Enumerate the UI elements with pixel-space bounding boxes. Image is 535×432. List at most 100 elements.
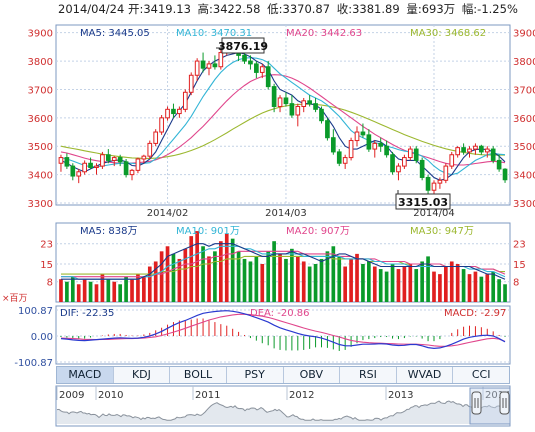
candle [461,143,466,155]
candle [283,92,289,107]
candle [307,95,312,107]
macd-y-tick: 0.00 [31,332,53,343]
candle-body [277,97,283,107]
volume-unit: ×百万 [2,293,28,304]
candle-body [295,105,301,116]
volume-bar [165,246,170,302]
candle-body [419,159,425,178]
volume-bar [396,269,401,302]
candle-body [325,120,330,139]
candle-body [479,145,484,153]
volume-ma-legend-item: MA5: 838万 [80,226,137,237]
header-date: 2014/04/24 [58,2,124,16]
tab-kdj[interactable]: KDJ [114,367,171,383]
volume-bar [503,284,507,302]
tab-macd[interactable]: MACD [57,367,114,383]
candle [402,154,407,169]
volume-bar [260,264,265,302]
price-ma-legend-item: MA10: 3470.31 [176,28,252,39]
header-volume: 量:693万 [406,2,455,16]
candle [100,151,105,169]
overview-year-label: 2014 [485,390,510,401]
price-panel-frame [55,24,511,206]
volume-bar [402,266,407,302]
price-ma10-line [60,57,506,176]
candle-body [360,131,366,136]
candle [123,159,129,178]
candle-body [70,165,76,177]
candle [76,168,82,184]
candle-body [248,60,253,65]
candle-body [117,157,123,163]
volume-bar [159,251,164,302]
candle [390,151,395,175]
price-y-tick-right: 3700 [513,85,535,96]
candle-body [378,142,384,147]
candle [396,163,401,181]
candle-body [283,97,289,105]
candle [473,143,478,155]
overview-mini-chart[interactable] [56,400,510,424]
volume-bar [295,256,300,302]
volume-bar [242,258,247,302]
price-ma-legend-item: MA30: 3468.62 [410,28,486,39]
tab-rsi[interactable]: RSI [340,367,397,383]
price-ma-legend-item: MA20: 3442.63 [286,28,362,39]
tab-cci[interactable]: CCI [471,368,491,381]
candle-body [431,182,437,191]
volume-moving-averages [61,243,506,280]
overview-year-axis: 2009 2010 2011 2012 2013 2014 [56,386,510,401]
candle [194,58,200,81]
candle-body [88,162,93,169]
candle-body [206,63,212,69]
candle [366,129,372,152]
price-y-tick-right: 3500 [513,142,535,153]
candle-body [123,161,129,176]
tab-obv[interactable]: OBV [284,367,341,383]
volume-bar [367,261,371,302]
tab-wvad[interactable]: WVAD [397,367,454,383]
candle-body [259,66,265,73]
price-x-tick: 2014/04 [413,208,455,219]
candle-body [289,103,295,116]
volume-bar [100,274,105,302]
candle [111,156,117,167]
candle [147,140,153,159]
candle-body [384,145,389,156]
volume-bar [65,281,69,302]
volume-bar [426,256,430,302]
tab-boll[interactable]: BOLL [170,367,227,383]
volume-bar [355,253,359,302]
candle-body [218,52,224,68]
candle [496,154,502,172]
candle [200,52,206,73]
candle [188,72,194,96]
candle-body [319,108,324,122]
candle [437,177,443,189]
overview-left-handle[interactable] [471,391,482,415]
candle [479,144,484,155]
overview-right-handle[interactable] [499,391,510,415]
candle [443,163,449,184]
candle-body [194,60,200,76]
volume-bar [201,246,205,302]
volume-bar [438,274,442,302]
volume-bar [443,266,448,302]
volume-bar [414,269,419,302]
volume-bar [142,276,146,302]
volume-bar [284,258,288,302]
overview-year-label: 2012 [289,390,314,401]
volume-bar [485,274,490,302]
candle [354,126,360,147]
volume-y-tick-right: 23 [513,240,526,251]
candle-body [390,154,395,173]
volume-bar [479,276,484,302]
volume-bar [136,274,140,302]
overview-year-label: 2010 [98,390,123,401]
candle [254,61,259,79]
tab-psy[interactable]: PSY [227,367,284,383]
volume-bar [307,266,312,302]
indicator-tabs: MACD KDJ BOLL PSY OBV RSI WVAD CCI [56,366,510,384]
header-quote: 2014/04/24 开:3419.13 高:3422.58 低:3370.87… [58,2,518,16]
